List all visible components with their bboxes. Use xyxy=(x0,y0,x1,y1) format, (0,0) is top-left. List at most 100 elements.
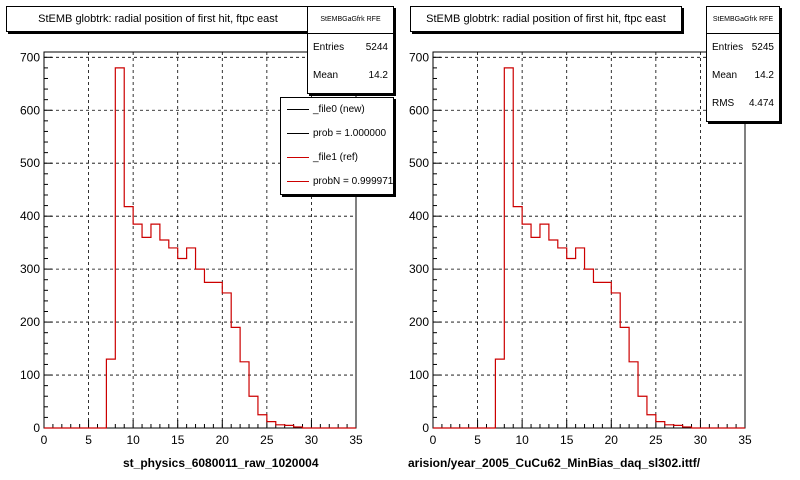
left-histogram-bin xyxy=(276,425,285,428)
legend-entry-prob: prob = 1.000000 xyxy=(281,122,393,146)
left-histogram-bin xyxy=(187,248,196,428)
left-stats-box: StEMBGaGfrk RFE Entries 5244 Mean 14.2 xyxy=(307,6,394,94)
left-histogram-bin xyxy=(213,282,222,428)
right-histogram-bin xyxy=(683,427,692,428)
right-x-tick-label: 35 xyxy=(738,433,752,447)
right-y-tick-label: 600 xyxy=(409,103,429,117)
right-y-tick-label: 400 xyxy=(409,209,429,223)
stats-label: RMS xyxy=(712,98,735,109)
right-histogram-bin xyxy=(665,425,674,428)
legend-entry-probn: probN = 0.999971 xyxy=(281,170,393,194)
left-y-tick-label: 0 xyxy=(33,421,40,435)
left-histogram-bin xyxy=(204,282,213,428)
legend-label: probN = 0.999971 xyxy=(313,176,393,187)
stats-label: Entries xyxy=(313,42,345,53)
stats-label: Mean xyxy=(313,70,339,81)
right-histogram-bin xyxy=(495,359,504,428)
right-plot-title: StEMB globtrk: radial position of first … xyxy=(410,6,682,32)
left-y-tick-label: 400 xyxy=(20,209,40,223)
left-histogram-bin xyxy=(124,207,133,428)
right-y-tick-label: 100 xyxy=(409,368,429,382)
legend-entry-file1: _file1 (ref) xyxy=(281,146,393,170)
right-histogram-bin xyxy=(513,207,522,428)
left-x-tick-label: 30 xyxy=(305,433,319,447)
right-histogram-series xyxy=(433,67,745,429)
left-stats-row-mean: Mean 14.2 xyxy=(308,62,393,90)
left-legend: _file0 (new) prob = 1.000000 _file1 (ref… xyxy=(280,97,394,195)
left-x-tick-label: 5 xyxy=(85,433,92,447)
left-histogram-bin xyxy=(285,425,294,428)
right-y-tick-label: 500 xyxy=(409,156,429,170)
left-histogram-bin xyxy=(231,327,240,428)
left-file-label: st_physics_6080011_raw_1020004 xyxy=(123,456,319,470)
left-histogram-bin xyxy=(294,427,303,428)
left-histogram-bin xyxy=(106,359,115,428)
right-histogram-bin xyxy=(611,293,620,428)
left-stats-header: StEMBGaGfrk RFE xyxy=(308,7,393,34)
legend-label: _file1 (ref) xyxy=(313,152,359,163)
left-histogram-bin xyxy=(151,224,160,428)
right-histogram-bin xyxy=(567,259,576,428)
left-y-tick-label: 300 xyxy=(20,262,40,276)
right-histogram-bin xyxy=(620,327,629,428)
left-histogram-bin xyxy=(258,415,267,428)
right-histogram-bin xyxy=(585,269,594,428)
right-stats-row-entries: Entries 5245 xyxy=(707,34,779,62)
right-histogram-bin xyxy=(593,282,602,428)
right-x-tick-label: 0 xyxy=(430,433,437,447)
left-y-tick-label: 200 xyxy=(20,315,40,329)
left-histogram-series xyxy=(44,67,356,429)
stats-value: 14.2 xyxy=(368,70,388,81)
legend-entry-file0: _file0 (new) xyxy=(281,98,393,122)
left-histogram-bin xyxy=(249,396,258,428)
left-histogram-bin xyxy=(142,237,151,428)
left-histogram-bin xyxy=(133,224,142,428)
left-plot-title: StEMB globtrk: radial position of first … xyxy=(6,6,310,32)
right-x-tick-label: 30 xyxy=(694,433,708,447)
right-histogram-bin xyxy=(602,282,611,428)
right-stats-box: StEMBGaGfrk RFE Entries 5245 Mean 14.2 R… xyxy=(706,6,780,122)
right-plot-frame xyxy=(432,51,746,429)
left-histogram-bin xyxy=(267,422,276,428)
right-y-tick-label: 700 xyxy=(409,50,429,64)
left-x-tick-label: 35 xyxy=(349,433,363,447)
stats-label: Mean xyxy=(712,70,738,81)
right-histogram-bin xyxy=(629,362,638,428)
stats-value: 4.474 xyxy=(748,98,774,109)
left-y-tick-label: 600 xyxy=(20,103,40,117)
right-histogram-bin xyxy=(647,415,656,428)
left-y-tick-label: 500 xyxy=(20,156,40,170)
right-x-tick-label: 15 xyxy=(560,433,574,447)
left-y-tick-label: 100 xyxy=(20,368,40,382)
right-y-tick-label: 0 xyxy=(422,421,429,435)
left-x-tick-label: 10 xyxy=(126,433,140,447)
right-histogram-bin xyxy=(531,237,540,428)
left-histogram-bin xyxy=(222,293,231,428)
right-stats-row-rms: RMS 4.474 xyxy=(707,90,779,118)
right-histogram-bin xyxy=(549,240,558,428)
left-stats-row-entries: Entries 5244 xyxy=(308,34,393,62)
stats-label: Entries xyxy=(712,42,744,53)
right-histogram-bin xyxy=(522,224,531,428)
left-x-tick-label: 25 xyxy=(260,433,274,447)
right-x-tick-label: 25 xyxy=(649,433,663,447)
left-histogram-bin xyxy=(115,68,124,428)
right-histogram-bin xyxy=(504,68,513,428)
left-x-tick-label: 20 xyxy=(216,433,230,447)
stats-value: 5244 xyxy=(365,42,388,53)
left-x-tick-label: 0 xyxy=(41,433,48,447)
left-y-tick-label: 700 xyxy=(20,50,40,64)
left-histogram-bin xyxy=(160,240,169,428)
right-histogram-bin xyxy=(576,248,585,428)
right-y-tick-label: 200 xyxy=(409,315,429,329)
right-stats-header: StEMBGaGfrk RFE xyxy=(707,7,779,34)
right-y-tick-label: 300 xyxy=(409,262,429,276)
left-histogram-bin xyxy=(178,259,187,428)
right-histogram-bin xyxy=(540,224,549,428)
right-x-tick-label: 20 xyxy=(605,433,619,447)
right-histogram-bin xyxy=(558,248,567,428)
right-histogram-bin xyxy=(638,396,647,428)
right-histogram-bin xyxy=(674,425,683,428)
right-stats-row-mean: Mean 14.2 xyxy=(707,62,779,90)
stats-value: 14.2 xyxy=(754,70,774,81)
